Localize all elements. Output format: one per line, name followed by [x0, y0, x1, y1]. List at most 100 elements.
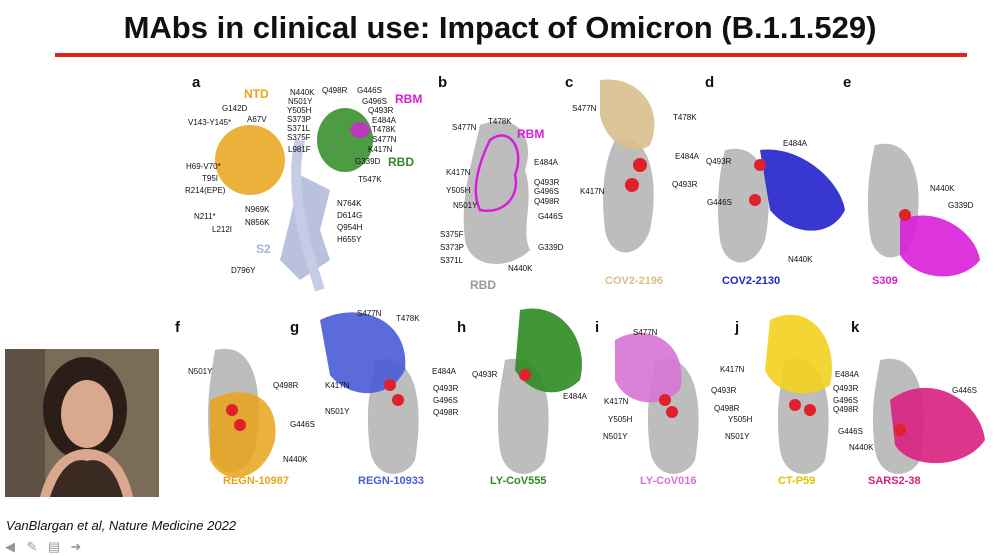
panel-letter-c: c: [565, 74, 574, 91]
panel-letter-e: e: [843, 74, 852, 91]
mutation-label: N501Y: [288, 97, 313, 106]
panel-letter-j: j: [735, 319, 740, 336]
s2-label: S2: [256, 242, 271, 256]
mutation-label: G339D: [948, 201, 974, 210]
mutation-label: K417N: [325, 381, 350, 390]
mutation-label: A67V: [247, 115, 267, 124]
mutation-label: E484A: [835, 370, 860, 379]
panel-letter-a: a: [192, 74, 201, 91]
mutation-label: S375F: [440, 230, 464, 239]
ct-p59-structure: [765, 314, 832, 474]
mutation-label: G339D: [355, 157, 381, 166]
mutation-label: D796Y: [231, 266, 256, 275]
mutation-label: N440K: [930, 184, 955, 193]
cov2-2130-structure: [717, 148, 845, 263]
cov2-2196-structure: [600, 79, 655, 253]
mutation-label: Q493R: [706, 157, 732, 166]
mutation-label: T95I: [202, 174, 219, 183]
antibody-name-cov2-2130: COV2-2130: [722, 275, 781, 287]
slide-title: MAbs in clinical use: Impact of Omicron …: [123, 10, 877, 45]
forward-arrow-icon[interactable]: ➜: [70, 539, 82, 554]
mutation-label: K417N: [446, 168, 471, 177]
slide-toolbar: ◀ ✎ ▤ ➜: [2, 538, 84, 556]
rbd-label-a: RBD: [388, 155, 414, 169]
mutation-label: S477N: [452, 123, 477, 132]
spike-structure: [215, 108, 373, 292]
mutation-label: N856K: [245, 218, 270, 227]
mutation-label: E484A: [534, 158, 559, 167]
mutation-label: G446S: [357, 86, 382, 95]
pen-icon[interactable]: ✎: [26, 539, 38, 554]
mutation-label: S477N: [633, 328, 658, 337]
mutation-label: G446S: [952, 386, 977, 395]
person-portrait: [5, 349, 159, 497]
mutation-label: N501Y: [325, 407, 350, 416]
mutation-label: N440K: [849, 443, 874, 452]
mutation-label: N969K: [245, 205, 270, 214]
mutation-label: S477N: [357, 309, 382, 318]
mutation-label: K417N: [720, 365, 745, 374]
mutation-label: H69-V70*: [186, 162, 221, 171]
mutation-label: G446S: [538, 212, 563, 221]
mutation-label: S477N: [572, 104, 597, 113]
mutation-label: G142D: [222, 104, 248, 113]
ly-cov016-structure: [615, 333, 699, 474]
mutation-label: T478K: [396, 314, 420, 323]
mutation-label: T478K: [372, 125, 396, 134]
mutation-label: Y505H: [446, 186, 471, 195]
mutation-label: Q498R: [833, 405, 859, 414]
mutation-label: E484A: [563, 392, 588, 401]
mutation-label: T478K: [488, 117, 512, 126]
antibody-name-sars2-38: SARS2-38: [868, 475, 921, 487]
antibody-name-s309: S309: [872, 275, 898, 287]
notes-icon[interactable]: ▤: [47, 539, 61, 554]
ly-cov555-structure: [497, 308, 582, 474]
mutation-label: Q493R: [433, 384, 459, 393]
antibody-name-regn-10933: REGN-10933: [358, 475, 425, 487]
mutation-label: L212I: [212, 225, 233, 234]
antibody-name-ly-cov016: LY-CoV016: [640, 475, 697, 487]
mutation-label: S373P: [287, 115, 312, 124]
antibody-name-ct-p59: CT-P59: [778, 475, 816, 487]
panel-letter-k: k: [851, 319, 860, 336]
mutation-label: N440K: [788, 255, 813, 264]
mutation-label: G496S: [433, 396, 458, 405]
title-underline: [55, 53, 967, 57]
mutation-label: G496S: [534, 187, 559, 196]
panel-letter-b: b: [438, 74, 448, 91]
mutation-label: R214(EPE): [185, 186, 226, 195]
mutation-label: E484A: [783, 139, 808, 148]
mutation-label: G496S: [833, 396, 858, 405]
rbd-surface: [463, 121, 530, 264]
mutation-label: Q493R: [534, 178, 560, 187]
mutation-label: Q954H: [337, 223, 363, 232]
regn-10987-structure: [207, 348, 276, 478]
panel-letter-f: f: [175, 319, 180, 336]
mutation-label: S371L: [287, 124, 311, 133]
mutation-label: Y505H: [728, 415, 753, 424]
mutation-label: N211*: [194, 212, 216, 221]
mutation-label: E484A: [372, 116, 397, 125]
mutation-label: K417N: [368, 145, 393, 154]
panel-letter-d: d: [705, 74, 715, 91]
mutation-label: Q493R: [368, 106, 394, 115]
mutation-label: Q498R: [433, 408, 459, 417]
mutation-label: Q493R: [833, 384, 859, 393]
back-arrow-icon[interactable]: ◀: [5, 539, 15, 554]
mutation-label: N501Y: [453, 201, 478, 210]
antibody-name-regn-10987: REGN-10987: [223, 475, 290, 487]
rbm-label-a: RBM: [395, 92, 423, 106]
mutation-label: K417N: [580, 187, 605, 196]
panel-letter-i: i: [595, 319, 600, 336]
mutation-label: N501Y: [188, 367, 213, 376]
mutation-label: N501Y: [725, 432, 750, 441]
mutation-label: Q498R: [273, 381, 299, 390]
s309-structure: [867, 143, 980, 277]
mutation-label: G446S: [707, 198, 732, 207]
mutation-label: Q498R: [322, 86, 348, 95]
presenter-photo: [5, 349, 159, 497]
mutation-label: H655Y: [337, 235, 362, 244]
mutation-label: Y505H: [287, 106, 312, 115]
mutation-label: S477N: [372, 135, 397, 144]
citation: VanBlargan et al, Nature Medicine 2022: [6, 518, 237, 533]
